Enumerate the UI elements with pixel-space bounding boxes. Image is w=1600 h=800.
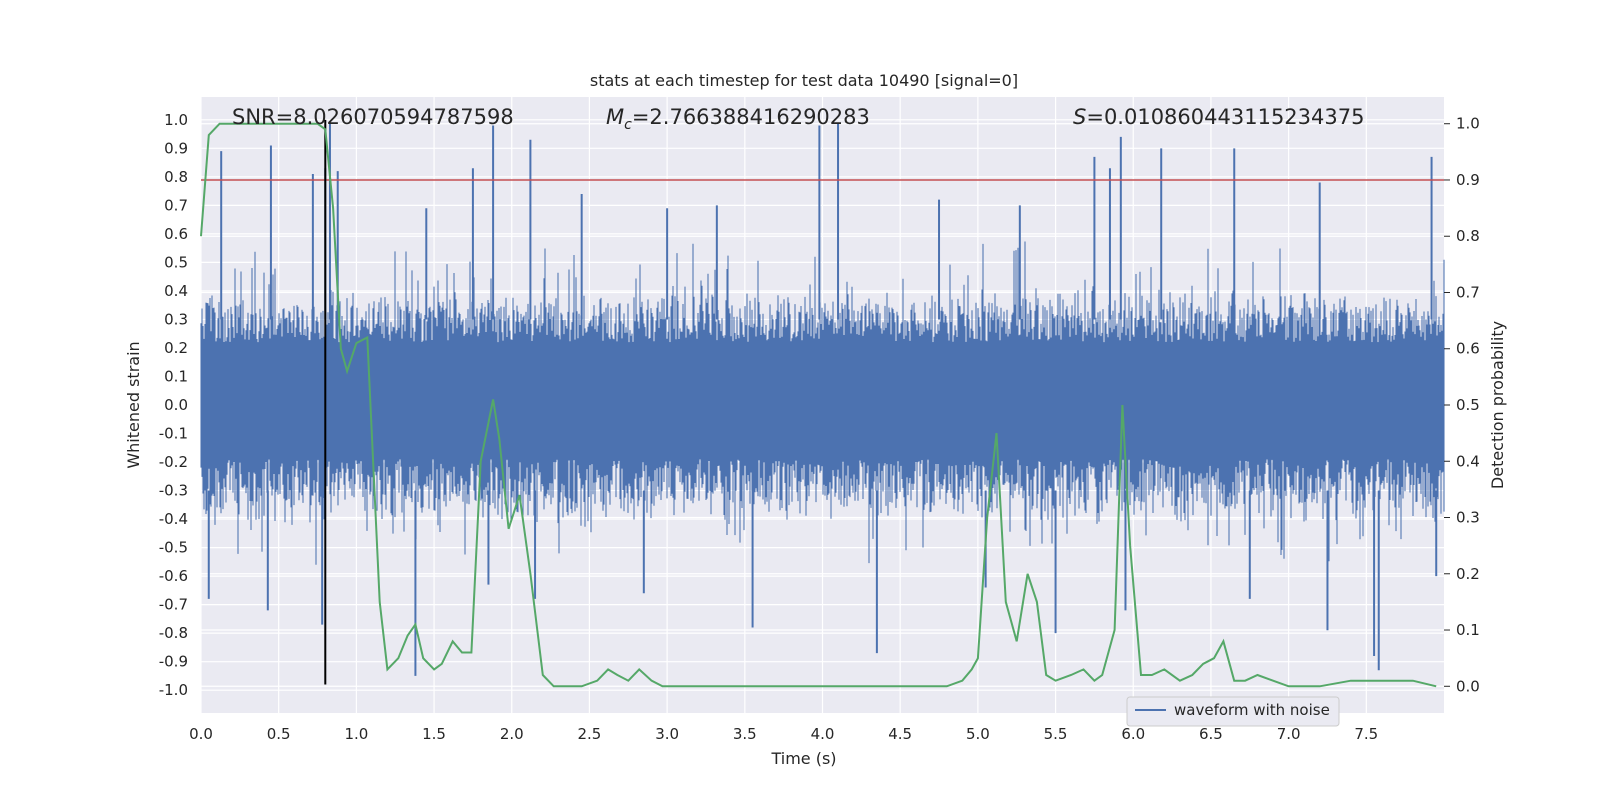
x-tick-label: 4.5	[888, 725, 912, 743]
y2-tick-label: 0.1	[1456, 621, 1480, 639]
y-tick-label: -0.1	[159, 425, 188, 443]
legend: waveform with noise	[1126, 696, 1340, 727]
y-tick-label: 1.0	[164, 111, 188, 129]
y-tick-label: -1.0	[159, 681, 188, 699]
y2-tick-label: 0.5	[1456, 396, 1480, 414]
legend-label: waveform with noise	[1174, 701, 1330, 719]
chirp-mass-annotation: Mc=2.766388416290283	[606, 105, 870, 133]
mc-symbol: M	[606, 105, 624, 129]
y-tick-label: -0.5	[159, 539, 188, 557]
x-axis-title: Time (s)	[770, 749, 836, 768]
s-value: =0.010860443115234375	[1086, 105, 1364, 129]
x-tick-label: 3.0	[655, 725, 679, 743]
y-axis-title: Whitened strain	[124, 341, 143, 468]
y-tick-label: -0.4	[159, 510, 188, 528]
y-tick-label: -0.6	[159, 567, 188, 585]
y-tick-label: -0.8	[159, 624, 188, 642]
y2-tick-label: 0.2	[1456, 565, 1480, 583]
x-tick-label: 5.5	[1044, 725, 1068, 743]
x-tick-label: 0.0	[189, 725, 213, 743]
legend-box	[1126, 696, 1340, 727]
x-tick-label: 2.5	[578, 725, 602, 743]
x-tick-label: 0.5	[267, 725, 291, 743]
y2-tick-label: 0.6	[1456, 340, 1480, 358]
y2-tick-label: 1.0	[1456, 115, 1480, 133]
strain-series	[200, 122, 1445, 676]
x-tick-label: 6.5	[1199, 725, 1223, 743]
x-tick-label: 5.0	[966, 725, 990, 743]
y-tick-label: 0.7	[164, 196, 188, 214]
mc-value: =2.766388416290283	[632, 105, 870, 129]
detection-series	[200, 122, 1437, 688]
y2-tick-label: 0.9	[1456, 171, 1480, 189]
x-tick-label: 2.0	[500, 725, 524, 743]
x-tick-label: 7.0	[1277, 725, 1301, 743]
x-tick-label: 3.5	[733, 725, 757, 743]
y2-tick-label: 0.4	[1456, 452, 1480, 470]
x-axis-ticks: 0.0 0.5 1.0 1.5 2.0 2.5 3.0 3.5 4.0 4.5 5.0 5.5 6.0 6…	[189, 725, 1378, 743]
y-tick-label: 0.5	[164, 253, 188, 271]
y-tick-label: -0.7	[159, 596, 188, 614]
y-tick-label: 0.2	[164, 339, 188, 357]
x-tick-label: 6.0	[1121, 725, 1145, 743]
y2-tick-label: 0.0	[1456, 677, 1480, 695]
y-tick-label: -0.9	[159, 653, 188, 671]
x-tick-label: 7.5	[1354, 725, 1378, 743]
x-tick-label: 4.0	[811, 725, 835, 743]
y-tick-label: 0.1	[164, 367, 188, 385]
chart-title: stats at each timestep for test data 104…	[590, 71, 1018, 90]
y-tick-label: 0.9	[164, 139, 188, 157]
y2-axis-ticks: 1.0 0.9 0.8 0.7 0.6 0.5 0.4 0.3 0.2 0.1 0.0	[1444, 115, 1480, 695]
strain-noise-line	[200, 241, 1445, 565]
y-tick-label: 0.8	[164, 168, 188, 186]
y-tick-label: 0.4	[164, 282, 188, 300]
y-tick-label: 0.6	[164, 225, 188, 243]
y2-axis-title: Detection probability	[1488, 321, 1507, 489]
x-tick-label: 1.0	[344, 725, 368, 743]
s-annotation: S=0.010860443115234375	[1073, 105, 1364, 129]
y-tick-label: -0.3	[159, 482, 188, 500]
x-tick-label: 1.5	[422, 725, 446, 743]
y2-tick-label: 0.7	[1456, 283, 1480, 301]
y2-tick-label: 0.8	[1456, 227, 1480, 245]
y-axis-ticks: 1.0 0.9 0.8 0.7 0.6 0.5 0.4 0.3 0.2 0.1 0.0 -0.1 -0.…	[159, 111, 188, 699]
snr-annotation: SNR=8.026070594787598	[232, 105, 514, 129]
detection-probability-line	[200, 122, 1437, 688]
y-tick-label: 0.0	[164, 396, 188, 414]
y2-tick-label: 0.3	[1456, 509, 1480, 527]
y-tick-label: -0.2	[159, 453, 188, 471]
s-symbol: S	[1073, 105, 1086, 129]
y-tick-label: 0.3	[164, 310, 188, 328]
mc-subscript: c	[624, 117, 632, 133]
